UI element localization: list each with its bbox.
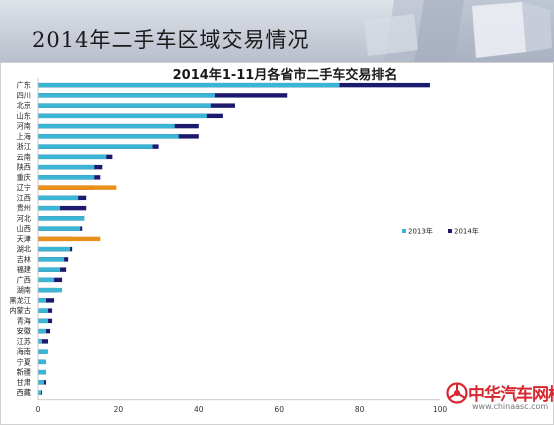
- category-label: 内蒙古: [9, 306, 31, 315]
- bar-2013: [38, 318, 49, 324]
- watermark: 中华汽车网校 www.chinaasc.com: [446, 380, 554, 422]
- category-label: 福建: [17, 265, 31, 274]
- category-label: 辽宁: [17, 183, 31, 192]
- x-tick-label: 40: [194, 405, 204, 414]
- category-label: 广西: [17, 275, 31, 284]
- bar-2013: [38, 339, 43, 344]
- bar-2013: [38, 390, 42, 395]
- chart-frame: [0, 62, 554, 425]
- bar-2013: [38, 82, 340, 88]
- chart-title: 2014年1-11月各省市二手车交易排名: [173, 67, 398, 83]
- x-tick-label: 20: [114, 405, 124, 414]
- bar-2013: [38, 154, 107, 160]
- bar-2013: [38, 369, 47, 375]
- category-label: 陕西: [17, 163, 31, 172]
- category-label: 西藏: [17, 388, 31, 397]
- bar-2013: [38, 257, 65, 262]
- bar-2013: [38, 236, 101, 242]
- bar-2013: [38, 205, 61, 211]
- bar-2013: [38, 267, 61, 272]
- bar-2013: [38, 195, 79, 201]
- bar-2013: [38, 123, 175, 129]
- bar-2013: [38, 359, 47, 365]
- category-label: 上海: [17, 132, 31, 141]
- bar-2013: [38, 308, 49, 313]
- category-label: 云南: [17, 152, 31, 161]
- bar-2013: [38, 380, 45, 385]
- steering-wheel-icon: [446, 382, 468, 404]
- bar-2013: [38, 298, 47, 303]
- legend-label: 2013年: [408, 227, 433, 236]
- x-tick-label: 80: [355, 405, 365, 414]
- category-label: 吉林: [17, 255, 31, 264]
- bar-2013: [38, 349, 49, 354]
- category-label: 黑龙江: [9, 296, 31, 305]
- bar-2014: [38, 339, 49, 344]
- category-label: 山西: [17, 224, 31, 233]
- category-label: 河南: [17, 122, 31, 131]
- decorative-cubes: [364, 0, 554, 62]
- x-tick-label: 0: [36, 405, 41, 414]
- bar-2013: [38, 185, 117, 190]
- bar-2013: [38, 113, 207, 119]
- bar-chart: 2014年1-11月各省市二手车交易排名 广东四川北京山东河南上海浙江云南陕西重…: [0, 62, 554, 425]
- category-label: 浙江: [17, 142, 31, 151]
- category-label: 广东: [17, 81, 31, 90]
- legend-label: 2014年: [454, 227, 479, 236]
- bar-2013: [38, 93, 215, 98]
- category-label: 青海: [17, 316, 31, 325]
- bar-2013: [38, 175, 95, 180]
- bar-2013: [38, 277, 55, 283]
- banner-title: 2014年二手车区域交易情况: [32, 28, 310, 52]
- bar-2013: [38, 226, 81, 231]
- category-label: 江西: [17, 193, 31, 202]
- category-label: 海南: [17, 347, 31, 356]
- legend: 2013年 2014年: [402, 227, 479, 236]
- bar-2013: [38, 164, 95, 170]
- bar-2013: [38, 246, 71, 252]
- watermark-text: 中华汽车网校: [468, 385, 554, 405]
- category-label: 河北: [17, 214, 31, 223]
- plot-area: 广东四川北京山东河南上海浙江云南陕西重庆辽宁江西贵州河北山西天津湖北吉林福建广西…: [9, 78, 447, 414]
- legend-swatch: [402, 229, 406, 233]
- header-banner: 2014年二手车区域交易情况: [0, 0, 554, 62]
- category-label: 重庆: [17, 173, 31, 182]
- category-label: 湖北: [17, 245, 31, 254]
- bar-2013: [38, 328, 47, 334]
- bar-2013: [38, 103, 211, 108]
- x-tick-label: 100: [433, 405, 448, 414]
- bar-2013: [38, 144, 153, 149]
- category-label: 江苏: [17, 337, 31, 346]
- category-label: 北京: [17, 101, 31, 110]
- category-label: 湖南: [17, 286, 31, 295]
- category-label: 贵州: [17, 204, 31, 213]
- category-label: 安徽: [17, 327, 32, 336]
- bar-2013: [38, 216, 85, 221]
- category-label: 宁夏: [17, 357, 31, 366]
- bar-2013: [38, 287, 63, 293]
- bar-2014: [38, 205, 87, 211]
- bar-2013: [38, 134, 179, 139]
- category-label: 甘肃: [17, 378, 31, 387]
- watermark-url: www.chinaasc.com: [472, 402, 549, 411]
- x-tick-label: 60: [274, 405, 284, 414]
- category-label: 新疆: [17, 368, 31, 377]
- category-label: 山东: [17, 111, 31, 120]
- legend-swatch: [448, 229, 452, 233]
- category-label: 天津: [17, 234, 31, 243]
- category-label: 四川: [17, 91, 31, 100]
